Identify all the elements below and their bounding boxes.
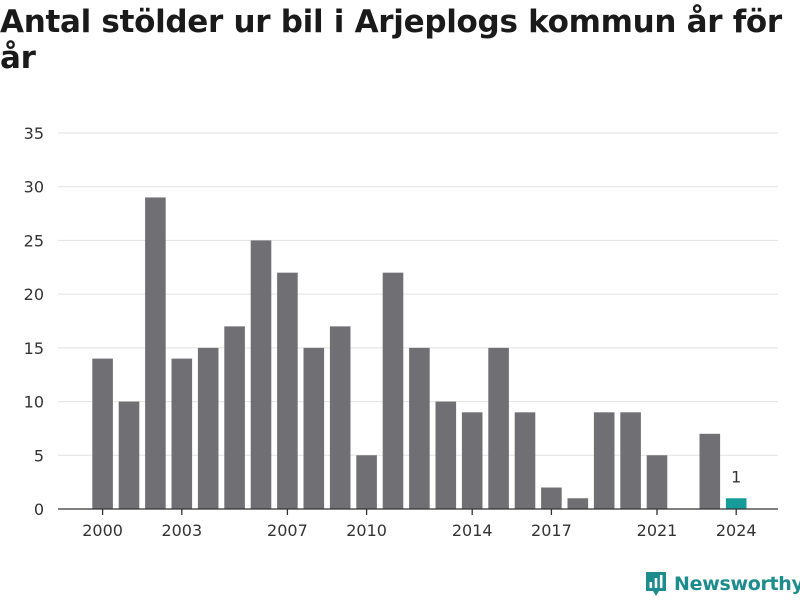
bar-2006: [250, 240, 272, 509]
bar-2012: [409, 347, 430, 509]
x-tick-label: 2021: [637, 521, 678, 540]
newsworthy-logo-icon: [646, 572, 666, 596]
bar-2001: [118, 401, 140, 509]
y-tick-label: 20: [24, 285, 44, 304]
bars: [92, 197, 747, 509]
bar-2018: [567, 498, 589, 509]
x-tick-label: 2000: [82, 521, 123, 540]
x-tick-label: 2017: [531, 521, 572, 540]
x-tick-label: 2014: [452, 521, 493, 540]
y-tick-label: 10: [24, 393, 44, 412]
bar-2014: [461, 412, 483, 509]
data-labels: 1: [731, 467, 741, 486]
x-axis: 2000 2003 2007 2010 2014 2017 2021 2024: [58, 508, 778, 540]
x-tick-label: 2024: [716, 521, 757, 540]
bar-2004: [197, 347, 219, 509]
bar-2023: [699, 433, 721, 509]
bar-2021: [646, 455, 668, 509]
bar-2013: [435, 401, 457, 509]
bar-2008: [303, 347, 325, 509]
y-axis-ticks: 0 5 10 15 20 25 30 35: [24, 124, 44, 519]
bar-2016: [514, 412, 536, 509]
data-label-2024: 1: [731, 467, 741, 486]
bar-2011: [382, 272, 404, 509]
y-tick-label: 30: [24, 178, 44, 197]
chart-title: Antal stölder ur bil i Arjeplogs kommun …: [0, 4, 782, 76]
y-tick-label: 35: [24, 124, 44, 143]
y-tick-label: 25: [24, 231, 44, 250]
bar-2020: [620, 412, 641, 509]
x-tick-label: 2010: [346, 521, 387, 540]
y-tick-label: 0: [34, 500, 44, 519]
y-tick-label: 15: [24, 339, 44, 358]
x-tick-label: 2003: [161, 521, 202, 540]
bar-2019: [593, 412, 615, 509]
newsworthy-logo: Newsworthy: [644, 568, 800, 600]
bar-2005: [224, 326, 245, 509]
y-tick-label: 5: [34, 446, 44, 465]
bar-2003: [171, 358, 193, 509]
bar-2024: [725, 498, 747, 509]
newsworthy-logo-text: Newsworthy: [674, 573, 800, 595]
bar-2000: [92, 358, 113, 509]
bar-2007: [277, 272, 298, 509]
bar-2010: [356, 455, 377, 509]
bar-2017: [541, 487, 562, 509]
bar-2009: [329, 326, 351, 509]
bar-2002: [145, 197, 166, 509]
bar-2015: [488, 347, 509, 509]
x-tick-label: 2007: [267, 521, 308, 540]
